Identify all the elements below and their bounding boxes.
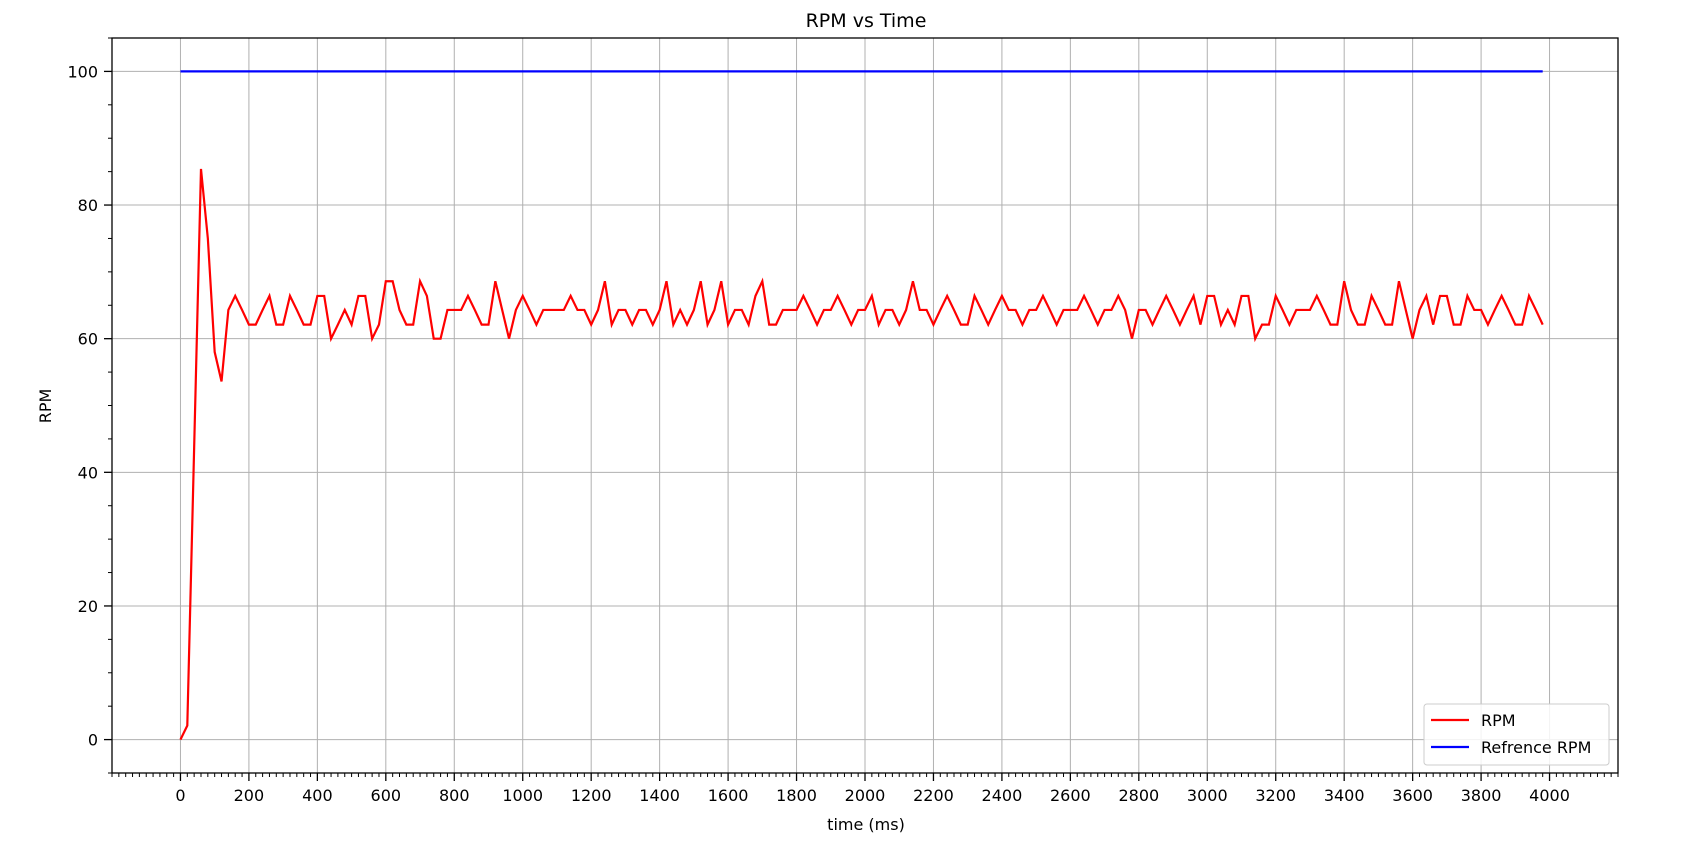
x-tick-label: 2600 — [1050, 786, 1091, 805]
y-tick-label: 100 — [67, 62, 98, 81]
x-tick-label: 2200 — [913, 786, 954, 805]
x-tick-label: 2400 — [982, 786, 1023, 805]
x-tick-label: 3000 — [1187, 786, 1228, 805]
x-tick-label: 3600 — [1392, 786, 1433, 805]
y-axis-label: RPM — [36, 389, 55, 424]
x-tick-label: 0 — [175, 786, 185, 805]
y-tick-label: 0 — [88, 731, 98, 750]
x-axis-label: time (ms) — [827, 815, 905, 834]
x-tick-label: 1200 — [571, 786, 612, 805]
y-tick-label: 40 — [78, 463, 98, 482]
x-tick-label: 2000 — [845, 786, 886, 805]
y-tick-label: 80 — [78, 196, 98, 215]
x-tick-label: 1400 — [639, 786, 680, 805]
x-tick-label: 3800 — [1461, 786, 1502, 805]
legend-box — [1423, 703, 1610, 766]
y-tick-label: 20 — [78, 597, 98, 616]
y-tick-label: 60 — [78, 330, 98, 349]
x-tick-label: 400 — [302, 786, 333, 805]
x-tick-label: 1600 — [708, 786, 749, 805]
x-tick-label: 2800 — [1118, 786, 1159, 805]
x-tick-label: 600 — [371, 786, 402, 805]
x-tick-label: 1800 — [776, 786, 817, 805]
series-layer — [179, 70, 1544, 741]
legend-label-refrence-rpm: Refrence RPM — [1481, 738, 1591, 757]
chart-title: RPM vs Time — [806, 10, 927, 32]
legend-label-rpm: RPM — [1481, 711, 1516, 730]
x-tick-label: 1000 — [502, 786, 543, 805]
x-tick-label: 200 — [234, 786, 265, 805]
y-axis: 0 20 40 60 80 100 — [67, 37, 112, 774]
x-tick-label: 3200 — [1255, 786, 1296, 805]
x-tick-label: 4000 — [1529, 786, 1570, 805]
x-tick-label: 3400 — [1324, 786, 1365, 805]
series-rpm-line — [179, 168, 1544, 741]
grid — [112, 38, 1618, 773]
x-tick-label: 800 — [439, 786, 470, 805]
x-axis: 0 200 400 600 800 1000 1200 1400 1600 1800 2000 220… — [111, 773, 1619, 805]
legend: RPM Refrence RPM — [1423, 703, 1610, 766]
